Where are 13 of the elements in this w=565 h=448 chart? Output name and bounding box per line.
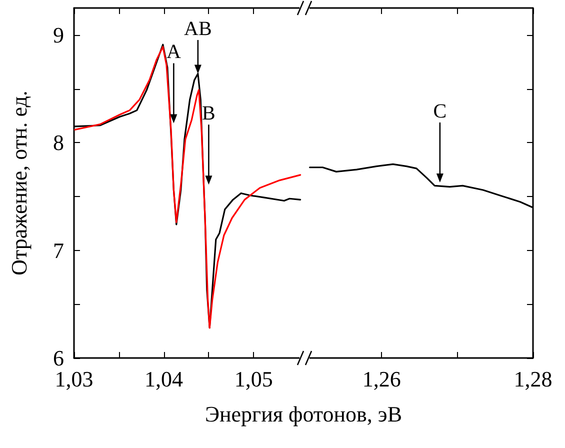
x-tick-label: 1,04 — [144, 366, 184, 392]
annotation: AB — [184, 18, 212, 40]
x-tick-label: 1,05 — [234, 366, 273, 392]
y-tick-label: 7 — [53, 238, 64, 263]
x-axis-title: Энергия фотонов, эВ — [204, 402, 402, 426]
x-tick-label: 1,26 — [362, 366, 401, 392]
annotation: B — [202, 102, 216, 125]
y-tick-label: 8 — [53, 130, 64, 156]
y-axis-title: Отражение, отн. ед. — [6, 90, 32, 276]
annotation: C — [433, 100, 447, 122]
x-tick-label: 1,28 — [514, 366, 552, 392]
annotation: A — [166, 41, 182, 64]
y-tick-label: 9 — [53, 22, 64, 48]
